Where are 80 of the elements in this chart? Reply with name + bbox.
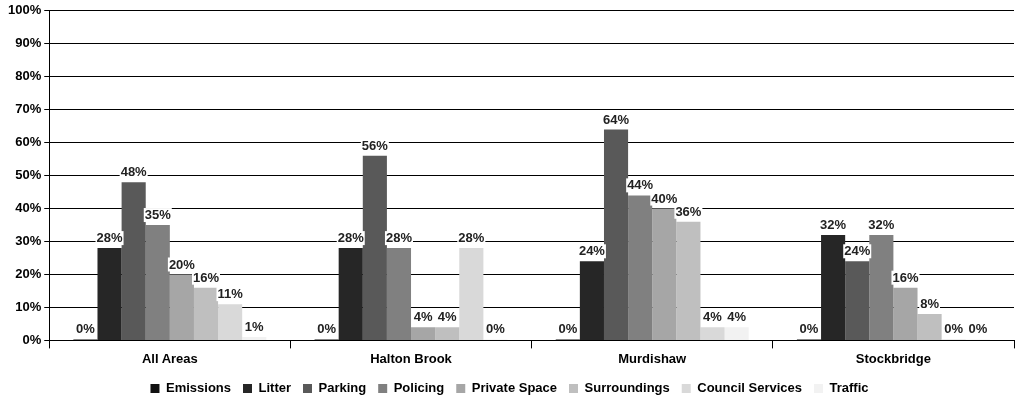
bar xyxy=(218,304,243,340)
data-label: 4% xyxy=(703,309,723,325)
bar xyxy=(700,327,725,340)
y-tick-label: 50% xyxy=(15,167,42,183)
data-label: 48% xyxy=(120,164,148,180)
data-label: 28% xyxy=(96,230,123,246)
y-tick-label: 70% xyxy=(15,101,42,117)
data-label: 4% xyxy=(437,309,458,325)
data-label: 24% xyxy=(578,243,606,259)
data-label: 4% xyxy=(413,309,433,325)
data-label: 8% xyxy=(920,296,940,312)
bar xyxy=(579,261,604,340)
data-label: 1% xyxy=(244,319,265,335)
data-label: 28% xyxy=(458,230,485,246)
bar xyxy=(652,208,677,340)
bar xyxy=(845,261,870,340)
legend-label: Surroundings xyxy=(584,380,670,396)
legend-label: Parking xyxy=(318,380,367,396)
bar xyxy=(242,337,267,340)
bar xyxy=(459,248,484,340)
y-tick-label: 30% xyxy=(15,233,42,249)
data-label: 0% xyxy=(558,321,578,337)
data-label: 0% xyxy=(317,321,337,337)
bar xyxy=(724,327,749,340)
x-tick-label: All Areas xyxy=(141,350,198,366)
y-tick-label: 90% xyxy=(15,35,42,51)
data-label: 28% xyxy=(337,230,365,246)
data-label: 4% xyxy=(727,309,747,325)
legend-label: Council Services xyxy=(697,380,803,396)
legend-label: Emissions xyxy=(165,380,232,396)
data-label: 28% xyxy=(385,230,413,246)
legend-label: Private Space xyxy=(471,380,558,396)
bar xyxy=(386,248,412,340)
bar xyxy=(676,221,701,340)
data-label: 32% xyxy=(820,217,847,233)
data-label: 20% xyxy=(168,256,196,272)
data-label: 0% xyxy=(486,321,506,337)
y-tick-label: 60% xyxy=(15,134,42,150)
bar xyxy=(893,287,918,340)
y-tick-label: 10% xyxy=(15,299,42,315)
data-label: 35% xyxy=(144,207,172,223)
bar xyxy=(121,182,146,340)
x-tick-label: Stockbridge xyxy=(855,350,931,366)
data-label: 0% xyxy=(968,321,988,337)
bar xyxy=(338,248,363,340)
data-label: 16% xyxy=(892,269,919,285)
bar xyxy=(435,327,460,340)
data-label: 0% xyxy=(944,321,964,337)
data-label: 44% xyxy=(627,177,654,193)
legend-label: Traffic xyxy=(829,380,869,396)
y-tick-label: 40% xyxy=(15,200,42,216)
data-label: 0% xyxy=(799,321,819,337)
bar xyxy=(193,287,219,340)
bar xyxy=(362,155,387,340)
data-label: 11% xyxy=(217,286,244,302)
data-label: 16% xyxy=(193,269,220,285)
bar xyxy=(869,234,894,340)
x-tick-label: Halton Brook xyxy=(370,350,453,366)
y-tick-label: 100% xyxy=(8,2,42,18)
data-label: 56% xyxy=(361,137,389,153)
data-label: 36% xyxy=(675,203,702,219)
legend-label: Litter xyxy=(258,380,292,396)
bar xyxy=(411,327,436,340)
bar xyxy=(603,129,629,340)
bar xyxy=(917,314,942,340)
bar xyxy=(821,234,846,340)
y-tick-label: 80% xyxy=(15,68,42,84)
bar xyxy=(97,248,122,340)
data-label: 40% xyxy=(651,190,678,206)
y-tick-label: 20% xyxy=(15,266,42,282)
data-label: 0% xyxy=(76,321,96,337)
bar xyxy=(628,195,653,340)
data-label: 24% xyxy=(844,243,871,259)
bar xyxy=(169,274,194,340)
bar xyxy=(145,225,170,340)
x-tick-label: Murdishaw xyxy=(618,350,688,366)
legend-label: Policing xyxy=(393,380,445,396)
data-label: 32% xyxy=(868,217,895,233)
data-label: 64% xyxy=(603,111,630,127)
y-tick-label: 0% xyxy=(22,331,42,347)
